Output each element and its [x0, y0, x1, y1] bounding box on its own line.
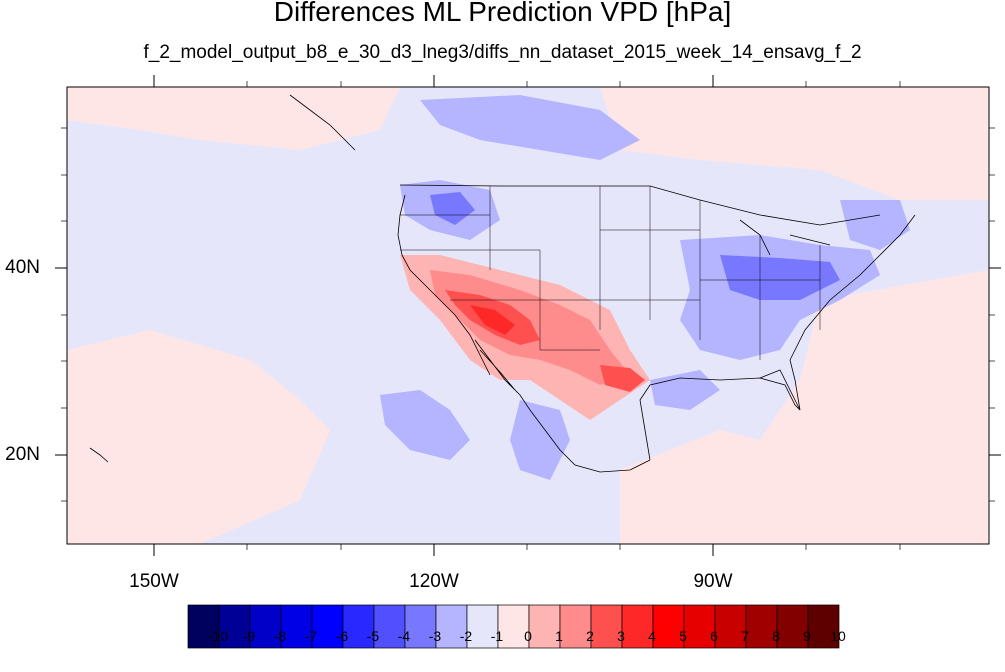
- colorbar-swatch: [652, 604, 685, 649]
- colorbar-tick-label: 1: [555, 628, 563, 644]
- map-title: Differences ML Prediction VPD [hPa]: [273, 0, 732, 27]
- colorbar-swatch: [249, 604, 282, 649]
- negative-region-mexico-west: [510, 400, 570, 480]
- colorbar-tick-label: 5: [679, 628, 687, 644]
- lon-label-120w: 120W: [409, 571, 459, 592]
- us-west-coast: [397, 194, 491, 376]
- positive-region-northeast: [600, 87, 989, 200]
- colorbar-swatch: [807, 604, 840, 649]
- colorbar-swatch: [528, 604, 561, 649]
- hawaii: [89, 447, 109, 463]
- colorbar-tick-label: 4: [648, 628, 656, 644]
- map-field: [67, 87, 989, 544]
- lat-label-20n: 20N: [5, 444, 40, 465]
- colorbar-tick-label: -5: [366, 628, 380, 644]
- positive-region-pacific-south: [67, 330, 330, 544]
- coastlines: [89, 94, 916, 473]
- lat-label-40n: 40N: [5, 257, 40, 278]
- colorbar-swatch: [745, 604, 778, 649]
- colorbar-swatch: [435, 604, 468, 649]
- colorbar-swatch: [342, 604, 375, 649]
- positive-region-pacific-north: [67, 87, 400, 150]
- colorbar-tick-label: 7: [741, 628, 749, 644]
- state-borders: [400, 186, 821, 360]
- colorbar-tick-label: 0: [524, 628, 532, 644]
- map-frame: [66, 86, 990, 545]
- colorbar-swatch: [590, 604, 623, 649]
- colorbar-tick-label: 10: [830, 628, 846, 644]
- colorbar-swatch: [621, 604, 654, 649]
- negative-region-northeast: [840, 200, 910, 250]
- gulf-coast: [639, 377, 801, 461]
- colorbar-tick-label: -6: [335, 628, 349, 644]
- colorbar-tick-label: 2: [586, 628, 594, 644]
- colorbar-swatch: [714, 604, 747, 649]
- negative-region-pacific-east: [380, 390, 470, 460]
- colorbar-tick-label: -1: [490, 628, 504, 644]
- alaska-panhandle: [289, 94, 356, 151]
- us-east-coast: [789, 214, 916, 361]
- negative-core-northwest: [430, 192, 475, 225]
- colorbar-swatch: [559, 604, 592, 649]
- colorbar-tick-label: -7: [304, 628, 318, 644]
- colorbar-tick-label: -3: [428, 628, 442, 644]
- colorbar-swatch: [683, 604, 716, 649]
- minor-ticks: [61, 81, 995, 550]
- colorbar-swatch: [373, 604, 406, 649]
- positive-core-texas: [600, 365, 645, 392]
- positive-peak-arizona: [470, 305, 515, 335]
- mexico-coast: [529, 409, 651, 473]
- colorbar-swatch: [311, 604, 344, 649]
- map-subtitle: f_2_model_output_b8_e_30_d3_lneg3/diffs_…: [143, 42, 862, 63]
- axis-ticks: [55, 75, 1001, 556]
- lon-label-150w: 150W: [129, 571, 179, 592]
- positive-region-caribbean: [620, 430, 830, 544]
- negative-region-gulf: [650, 370, 720, 410]
- colorbar-swatch: [776, 604, 809, 649]
- colorbar-tick-label: -10: [207, 628, 229, 644]
- baja-peninsula: [474, 339, 531, 411]
- negative-core-east: [720, 255, 840, 300]
- colorbar-tick-label: -8: [273, 628, 287, 644]
- colorbar-tick-label: -4: [397, 628, 411, 644]
- colorbar-swatch: [187, 604, 220, 649]
- colorbar-tick-label: 3: [617, 628, 625, 644]
- colorbar-tick-label: -2: [459, 628, 473, 644]
- us-canada-border: [399, 184, 881, 226]
- negative-region-canada: [420, 95, 640, 160]
- colorbar-tick-label: 8: [772, 628, 780, 644]
- lon-label-90w: 90W: [693, 571, 733, 592]
- colorbar-tick-label: 6: [710, 628, 718, 644]
- colorbar-tick-label: -9: [242, 628, 256, 644]
- colorbar-tick-label: 9: [803, 628, 811, 644]
- florida: [759, 359, 801, 411]
